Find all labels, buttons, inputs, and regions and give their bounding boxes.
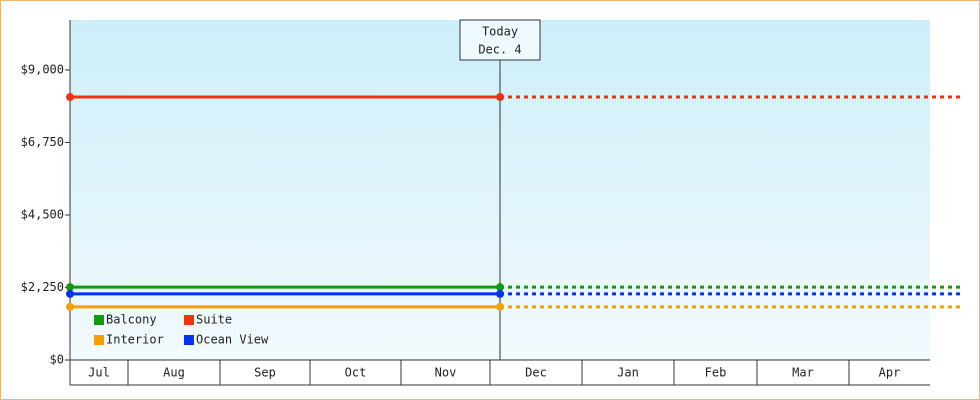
- series-point: [496, 93, 504, 102]
- y-tick-label: $2,250: [21, 280, 64, 294]
- series-point: [496, 283, 504, 292]
- today-date: Dec. 4: [478, 43, 521, 57]
- x-tick-label: Dec: [525, 366, 547, 380]
- series-point: [66, 93, 74, 102]
- legend-label: Interior: [106, 333, 164, 347]
- series-point: [496, 289, 504, 298]
- y-tick-label: $0: [50, 353, 64, 367]
- legend-swatch: [184, 335, 194, 345]
- legend-swatch: [94, 335, 104, 345]
- legend-label: Balcony: [106, 313, 157, 327]
- x-tick-label: Oct: [345, 366, 367, 380]
- x-tick-label: Feb: [705, 366, 727, 380]
- legend-swatch: [94, 315, 104, 325]
- x-tick-label: Jan: [617, 366, 639, 380]
- x-tick-label: Sep: [254, 366, 276, 380]
- series-point: [66, 289, 74, 298]
- x-tick-label: Jul: [88, 366, 110, 380]
- x-tick-label: Apr: [879, 366, 901, 380]
- series-point: [496, 302, 504, 311]
- y-tick-label: $6,750: [21, 135, 64, 149]
- x-tick-label: Nov: [435, 366, 457, 380]
- legend-label: Ocean View: [196, 333, 269, 347]
- y-tick-label: $9,000: [21, 62, 64, 76]
- x-tick-label: Mar: [792, 366, 814, 380]
- legend-swatch: [184, 315, 194, 325]
- legend-label: Suite: [196, 313, 232, 327]
- series-point: [66, 283, 74, 292]
- x-tick-label: Aug: [163, 366, 185, 380]
- series-point: [66, 302, 74, 311]
- today-label: Today: [482, 25, 518, 39]
- y-tick-label: $4,500: [21, 207, 64, 221]
- today-box: [459, 19, 541, 61]
